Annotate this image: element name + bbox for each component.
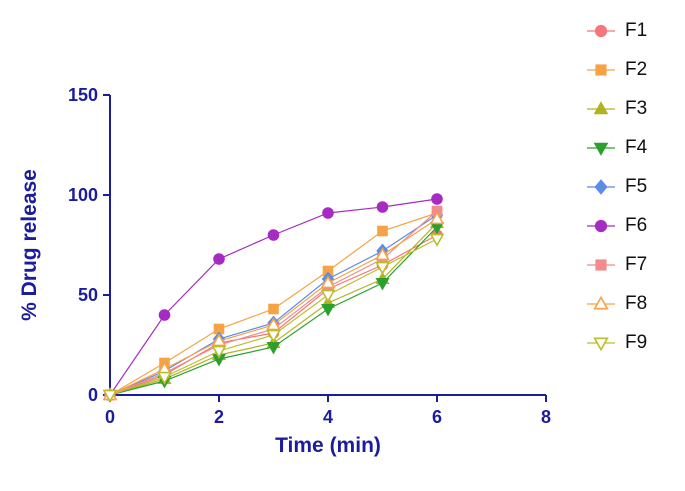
y-tick-label: 100 <box>68 185 98 205</box>
legend-marker-square-icon <box>587 64 615 76</box>
x-tick-label: 4 <box>323 407 333 427</box>
series-f9 <box>102 233 445 403</box>
legend-marker-square-icon <box>587 259 615 271</box>
legend-item-f8: F8 <box>584 293 647 315</box>
y-axis-title: % Drug release <box>18 169 41 321</box>
x-tick-label: 8 <box>541 407 551 427</box>
legend-item-f3: F3 <box>584 98 647 120</box>
legend-item-f2: F2 <box>584 59 647 81</box>
legend-item-f7: F7 <box>584 254 647 276</box>
legend-label-f9: F9 <box>625 332 648 353</box>
legend-item-f5: F5 <box>584 176 647 198</box>
series-f6 <box>104 193 443 401</box>
x-tick-label: 2 <box>214 407 224 427</box>
legend-label-f7: F7 <box>625 254 648 275</box>
x-axis-title: Time (min) <box>275 434 381 457</box>
legend-label-f8: F8 <box>625 293 648 314</box>
y-tick-label: 50 <box>78 285 98 305</box>
y-tick-label: 150 <box>68 85 98 105</box>
legend-marker-triangle-up-icon <box>587 101 615 115</box>
series-layer <box>102 193 445 403</box>
legend-item-f1: F1 <box>584 20 647 42</box>
legend: F1 F2 F3 F4 F5 F6 F7 F8 F9 <box>584 20 647 354</box>
legend-item-f9: F9 <box>584 332 647 354</box>
series-f8 <box>102 211 445 401</box>
legend-label-f6: F6 <box>625 215 648 236</box>
legend-marker-triangle-up-open-icon <box>587 295 615 310</box>
legend-label-f3: F3 <box>625 98 648 119</box>
x-tick-label: 0 <box>105 407 115 427</box>
legend-item-f4: F4 <box>584 137 647 159</box>
legend-marker-diamond-icon <box>587 179 615 195</box>
legend-marker-triangle-down-icon <box>587 142 615 156</box>
legend-label-f1: F1 <box>625 20 648 41</box>
legend-label-f2: F2 <box>625 59 648 80</box>
legend-label-f5: F5 <box>625 176 648 197</box>
legend-marker-triangle-down-open-icon <box>587 337 615 352</box>
y-tick-label: 0 <box>88 385 98 405</box>
axes: 0 2 4 6 8 0 50 100 150 <box>68 85 551 427</box>
legend-marker-circle-icon <box>587 24 615 38</box>
legend-item-f6: F6 <box>584 215 647 237</box>
legend-label-f4: F4 <box>625 137 648 158</box>
legend-marker-circle-icon <box>587 219 615 233</box>
x-tick-label: 6 <box>432 407 442 427</box>
